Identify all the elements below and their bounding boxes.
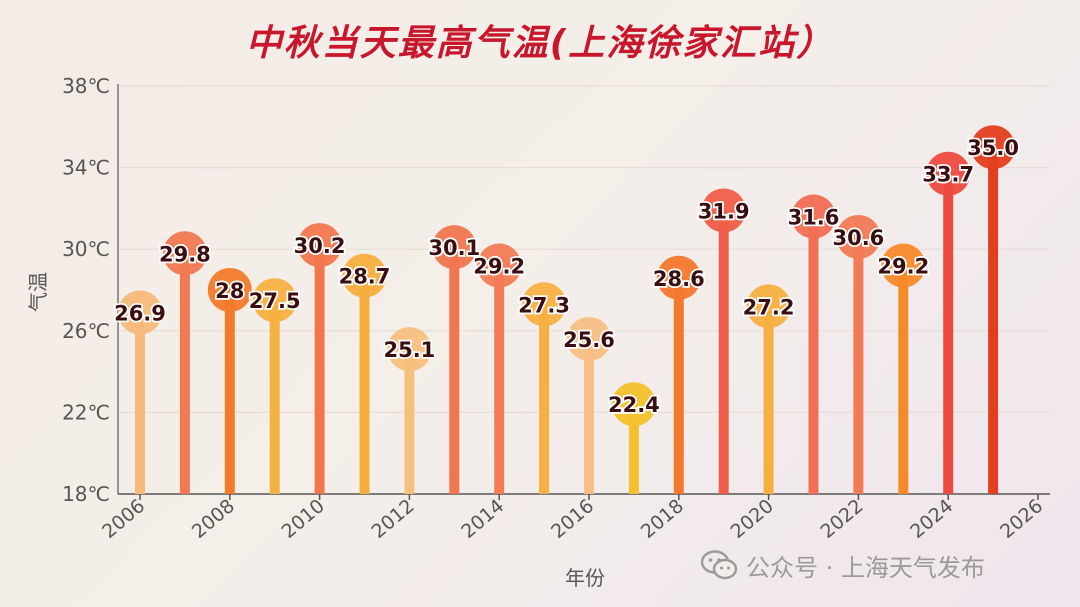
value-label: 29.2 <box>877 255 929 279</box>
lollipop-head <box>297 223 342 268</box>
value-label: 26.9 <box>114 301 166 325</box>
value-label: 27.2 <box>743 295 795 319</box>
watermark-text: 公众号 · 上海天气发布 <box>746 553 985 582</box>
y-tick-label: 22℃ <box>62 400 110 424</box>
value-label: 33.7 <box>922 163 974 187</box>
x-axis-label: 年份 <box>565 566 605 590</box>
y-tick-label: 30℃ <box>62 237 110 261</box>
value-label: 30.1 <box>428 236 480 260</box>
value-label: 25.6 <box>563 328 615 352</box>
value-label: 27.3 <box>518 293 570 317</box>
lollipop-head <box>746 284 791 329</box>
chart-title: 中秋当天最高气温(上海徐家汇站） <box>245 23 835 64</box>
lollipop-head <box>432 225 477 270</box>
lollipop-head <box>118 290 162 335</box>
x-tick-label: 2016 <box>547 495 598 543</box>
x-tick-label: 2022 <box>816 495 867 543</box>
value-labels: 26.929.828 27.530.228.725.130.129.227.325… <box>112 134 1020 419</box>
lollipop-head <box>522 282 567 327</box>
y-axis: 18℃ 22℃ 26℃ 30℃ 34℃ 38℃ <box>62 74 119 506</box>
lollipop-head <box>567 316 611 361</box>
x-tick-label: 2024 <box>906 495 957 543</box>
value-label: 29.2 <box>473 255 525 279</box>
lollipop-head <box>162 231 207 276</box>
lollipop-head <box>881 243 926 288</box>
value-label: 35.0 <box>967 136 1019 160</box>
x-tick-label: 2010 <box>278 495 329 543</box>
wechat-icon <box>700 550 738 580</box>
lollipop-head <box>971 125 1016 170</box>
y-tick-label: 18℃ <box>62 482 110 506</box>
y-axis-label: 气温 <box>26 272 50 312</box>
lollipop-head <box>477 243 522 288</box>
lollipop-head <box>656 255 701 300</box>
y-tick-label: 38℃ <box>62 74 110 98</box>
y-tick-label: 34℃ <box>62 156 110 180</box>
lollipop-heads <box>118 125 1016 427</box>
value-label: 25.1 <box>383 338 435 362</box>
lollipop-head <box>611 382 656 427</box>
lollipop-head <box>926 151 971 196</box>
x-tick-label: 2018 <box>637 495 688 543</box>
lollipop-head <box>701 188 746 233</box>
value-label: 28.6 <box>653 267 705 291</box>
lollipop-head <box>252 278 297 323</box>
lollipop-stems <box>135 147 999 494</box>
watermark: 公众号 · 上海天气发布 <box>700 548 985 582</box>
value-label: 28 <box>215 279 244 303</box>
value-label: 30.6 <box>832 226 884 250</box>
lollipop-head <box>836 214 881 259</box>
lollipop-head <box>791 194 836 239</box>
value-label: 29.8 <box>159 242 211 266</box>
lollipop-head <box>342 253 387 298</box>
value-label: 31.6 <box>788 206 840 230</box>
x-tick-label: 2014 <box>457 495 508 543</box>
value-label: 27.5 <box>249 289 301 313</box>
lollipop-head <box>387 327 432 372</box>
value-label: 22.4 <box>608 393 660 417</box>
value-label: 31.9 <box>698 199 750 223</box>
x-tick-label: 2020 <box>727 495 778 543</box>
x-tick-label: 2012 <box>367 495 418 543</box>
x-axis: 2006 2008 2010 2012 2014 2016 2018 2020 2022 2024… <box>98 493 1050 543</box>
y-tick-label: 26℃ <box>62 319 110 343</box>
value-label: 30.2 <box>294 234 346 258</box>
lollipop-head <box>207 268 252 312</box>
x-tick-label: 2026 <box>996 495 1047 543</box>
x-tick-label: 2008 <box>188 495 239 543</box>
value-label: 28.7 <box>339 265 391 289</box>
